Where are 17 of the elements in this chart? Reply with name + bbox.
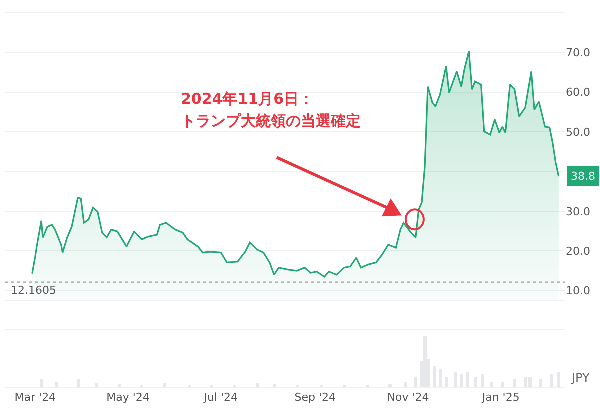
y-tick-label: 30.0: [566, 205, 590, 218]
x-tick-label: Mar '24: [14, 391, 56, 404]
x-tick-label: Jul '24: [203, 391, 238, 404]
x-tick-label: Sep '24: [294, 391, 336, 404]
y-tick-label: 10.0: [566, 284, 590, 298]
annotation: 2024年11月6日：: [181, 90, 314, 108]
y-tick-label: 50.0: [566, 126, 590, 139]
x-tick-label: Nov '24: [387, 391, 430, 404]
ref-line-label: 12.1605: [11, 284, 56, 297]
data-label: 38.8: [571, 170, 596, 183]
x-tick-label: May '24: [106, 391, 150, 404]
x-tick-label: Jan '25: [481, 391, 520, 404]
y-tick-label: 60.0: [566, 86, 590, 100]
text: JPY: [571, 371, 591, 385]
y-tick-label: 70.0: [566, 46, 590, 60]
y-tick-label: 20.0: [566, 245, 590, 258]
annotation: トランプ大統領の当選確定: [181, 112, 361, 130]
